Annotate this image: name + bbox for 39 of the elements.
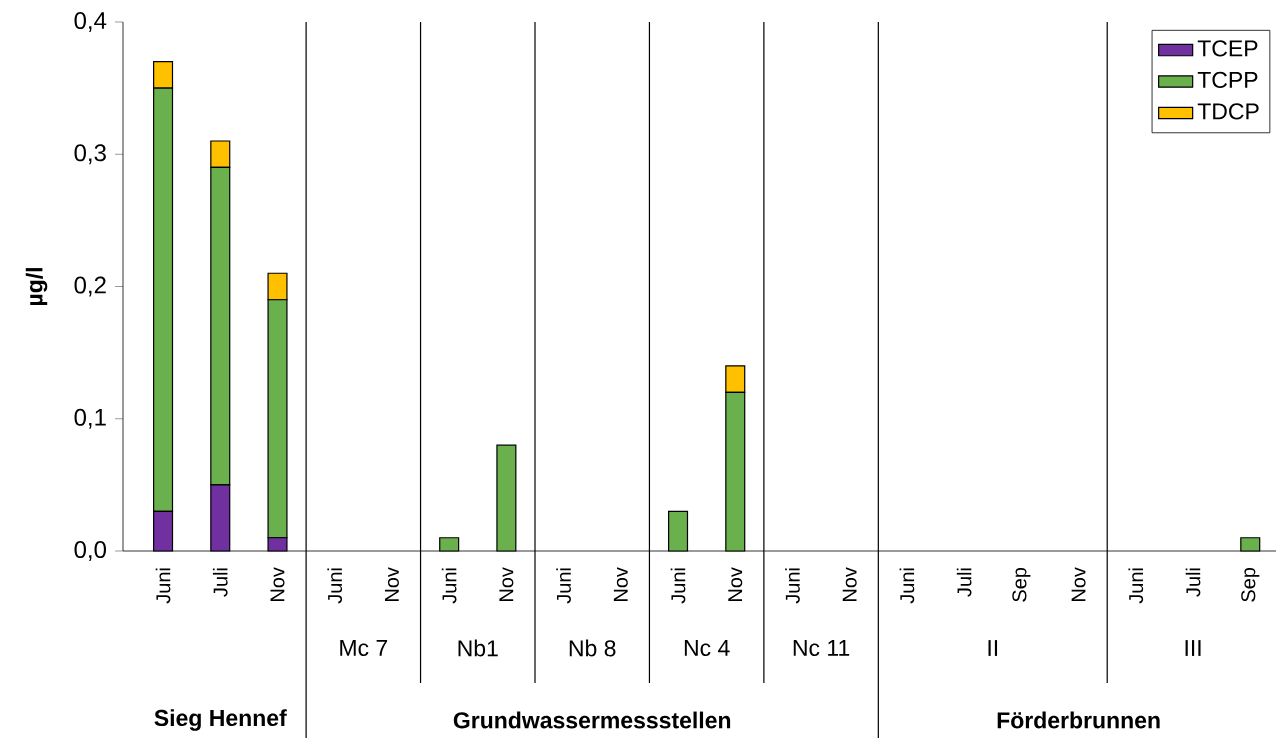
legend-label: TCEP xyxy=(1197,40,1258,57)
x-tick-label: Nov xyxy=(728,567,743,601)
text: Nb 8 xyxy=(569,639,616,657)
y-tick-label: 0,1 xyxy=(74,408,106,429)
x-tick-label: Nov xyxy=(1071,567,1086,601)
text: Grundwassermessstellen xyxy=(453,711,731,729)
text: Nc 4 xyxy=(684,639,730,657)
y-axis-title: µg/l xyxy=(25,268,48,306)
x-tick-label: Juli xyxy=(956,568,972,597)
x-tick-label: Juni xyxy=(670,568,686,604)
text: Nb1 xyxy=(458,639,498,657)
x-tick-label: Nov xyxy=(842,567,857,601)
text: Nc 11 xyxy=(793,639,850,657)
x-tick-label: Juni xyxy=(327,568,343,604)
x-tick-label: Nov xyxy=(499,567,514,601)
text: Mc 7 xyxy=(340,639,388,657)
y-tick-label: 0,3 xyxy=(74,144,106,165)
x-tick-label: Nov xyxy=(613,567,628,601)
text: Sieg Hennef xyxy=(154,709,287,731)
x-tick-label: Juni xyxy=(155,568,171,604)
x-tick-label: Nov xyxy=(384,567,399,601)
x-tick-label: Juni xyxy=(785,568,800,604)
x-tick-label: Juli xyxy=(212,568,228,597)
text: Förderbrunnen xyxy=(997,711,1160,729)
x-tick-label: Nov xyxy=(270,567,285,601)
text: III xyxy=(1185,640,1201,656)
text: II xyxy=(988,640,998,656)
y-tick-label: 0,0 xyxy=(74,541,106,561)
x-tick-label: Juni xyxy=(1128,568,1144,604)
x-tick-label: Juni xyxy=(556,568,571,604)
x-tick-label: Juni xyxy=(899,568,915,604)
y-tick-label: 0,2 xyxy=(74,276,106,297)
legend-label: TDCP xyxy=(1197,103,1259,120)
y-tick-label: 0,4 xyxy=(74,12,107,32)
x-tick-label: Sep xyxy=(1012,567,1031,602)
x-tick-label: Juli xyxy=(1185,568,1201,597)
x-tick-label: Juni xyxy=(441,568,457,604)
legend-label: TCPP xyxy=(1197,71,1258,89)
x-tick-label: Sep xyxy=(1241,567,1260,602)
